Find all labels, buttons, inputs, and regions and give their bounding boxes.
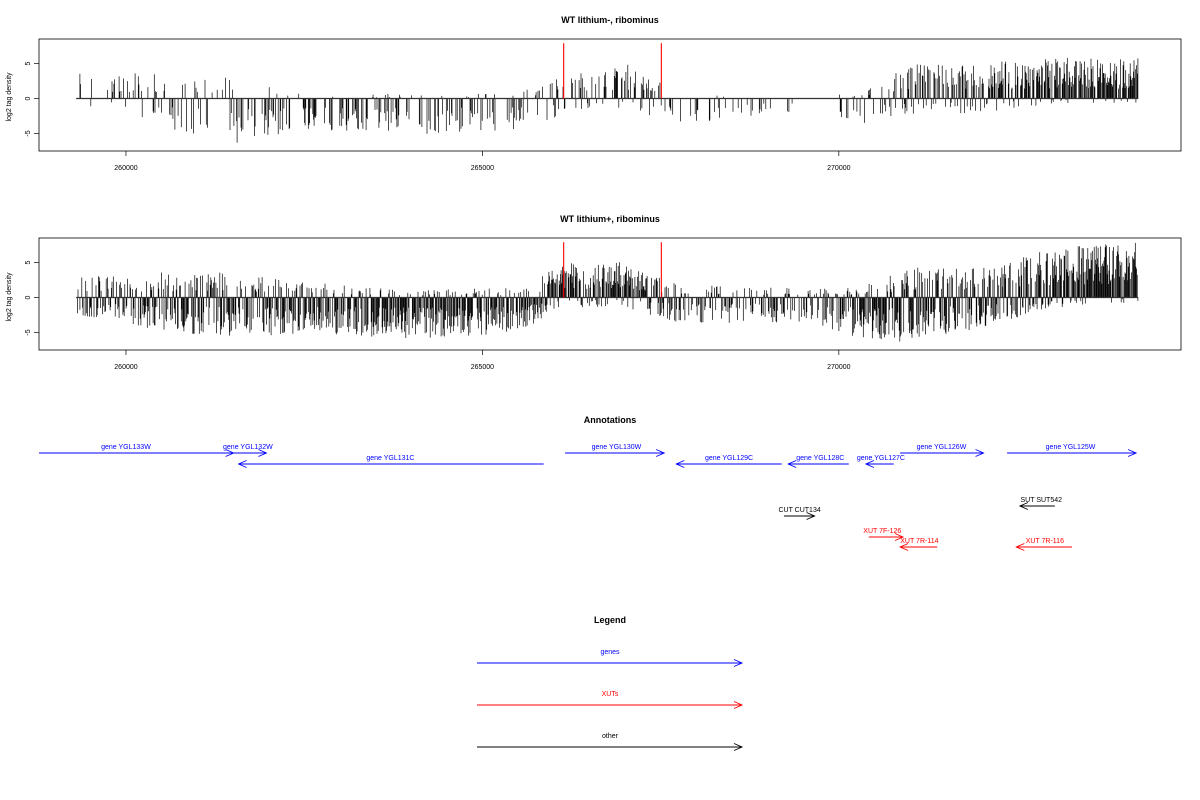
arrow-head xyxy=(975,449,985,457)
arrow-head xyxy=(894,533,905,541)
panel-2-ylabel: log2 tag density xyxy=(6,272,13,322)
density-panel-1: WT lithium-, ribominus log2 tag density … xyxy=(6,15,1182,172)
annotation-feature: gene YGL129C xyxy=(675,455,782,468)
legend: Legend genes XUTs other xyxy=(477,615,744,751)
panel-2-marks xyxy=(76,242,1139,342)
legend-item: genes xyxy=(477,649,744,667)
density-panel-2: WT lithium+, ribominus log2 tag density … xyxy=(6,214,1182,371)
arrow-head xyxy=(733,743,744,751)
arrow-head xyxy=(237,460,247,468)
feature-label: XUT 7R-114 xyxy=(900,538,938,545)
x-tick-label: 260000 xyxy=(114,165,137,172)
annotations-track: Annotations gene YGL133W gene YGL132Wgene… xyxy=(39,415,1138,551)
arrow-head xyxy=(655,449,666,457)
arrow-head xyxy=(806,512,816,520)
annotation-feature: gene YGL128C xyxy=(787,455,849,468)
feature-label: gene YGL132W xyxy=(223,444,273,451)
feature-label: gene YGL128C xyxy=(796,455,844,462)
panel-2-title: WT lithium+, ribominus xyxy=(560,214,660,224)
arrow-head xyxy=(733,659,744,667)
x-tick-label: 260000 xyxy=(114,364,137,371)
feature-label: gene YGL129C xyxy=(705,455,753,462)
feature-label: XUT 7R-116 xyxy=(1026,538,1064,545)
x-tick-label: 265000 xyxy=(471,165,494,172)
arrow-head xyxy=(1127,449,1138,457)
arrow-head xyxy=(258,449,268,457)
feature-label: gene YGL126W xyxy=(917,444,967,451)
panel-1-marks xyxy=(76,43,1139,143)
annotations-title: Annotations xyxy=(584,415,637,425)
feature-label: gene YGL131C xyxy=(366,455,414,462)
panel-1-frame xyxy=(38,38,1182,152)
y-tick-label: -5 xyxy=(25,329,32,335)
feature-label: SUT SUT542 xyxy=(1021,497,1063,504)
arrow-head xyxy=(899,543,909,551)
annotation-feature: SUT SUT542 xyxy=(1018,497,1063,510)
annotation-feature: gene YGL130W xyxy=(565,444,666,457)
arrow-head xyxy=(864,460,875,468)
y-tick-label: 0 xyxy=(25,96,32,100)
feature-label: gene YGL127C xyxy=(857,455,905,462)
arrow-head xyxy=(787,460,797,468)
y-tick-label: 0 xyxy=(25,295,32,299)
annotation-feature: CUT CUT134 xyxy=(778,507,821,520)
legend-item: XUTs xyxy=(477,691,744,709)
y-tick-label: 5 xyxy=(25,260,32,264)
legend-items: genes XUTs other xyxy=(477,649,744,751)
feature-label: gene YGL133W xyxy=(101,444,151,451)
arrow-head xyxy=(733,701,744,709)
panel-1-title: WT lithium-, ribominus xyxy=(561,15,659,25)
x-tick-label: 270000 xyxy=(827,364,850,371)
y-tick-label: 5 xyxy=(25,61,32,65)
annotation-feature: gene YGL126W xyxy=(900,444,985,457)
y-tick-label: -5 xyxy=(25,130,32,136)
annotation-feature: gene YGL125W xyxy=(1007,444,1138,457)
annotation-feature: XUT 7R-114 xyxy=(899,538,939,551)
arrow-head xyxy=(1015,543,1025,551)
x-tick-label: 265000 xyxy=(471,364,494,371)
legend-label: XUTs xyxy=(602,691,619,698)
annotation-feature: XUT 7F-126 xyxy=(863,528,905,541)
arrow-head xyxy=(675,460,685,468)
annotation-feature: gene YGL131C xyxy=(237,455,544,468)
panel-2-axes: 260000 265000 270000 -5 0 5 xyxy=(25,260,851,371)
legend-label: genes xyxy=(600,649,620,656)
feature-label: CUT CUT134 xyxy=(778,507,820,514)
annotation-feature: gene YGL133W xyxy=(39,444,235,457)
annotation-feature: gene YGL132W xyxy=(223,444,273,457)
arrow-head xyxy=(1018,502,1029,510)
annotation-features: gene YGL133W gene YGL132W gene YGL131C gene… xyxy=(39,444,1138,551)
panel-2-frame xyxy=(38,237,1182,351)
annotation-feature: gene YGL127C xyxy=(857,455,905,468)
legend-item: other xyxy=(477,733,744,751)
feature-label: XUT 7F-126 xyxy=(863,528,901,535)
x-tick-label: 270000 xyxy=(827,165,850,172)
feature-label: gene YGL125W xyxy=(1046,444,1096,451)
annotation-feature: XUT 7R-116 xyxy=(1015,538,1072,551)
legend-label: other xyxy=(602,733,619,740)
panel-1-axes: 260000 265000 270000 -5 0 5 xyxy=(25,61,851,172)
feature-label: gene YGL130W xyxy=(592,444,642,451)
panel-1-ylabel: log2 tag density xyxy=(6,72,13,122)
legend-title: Legend xyxy=(594,615,626,625)
